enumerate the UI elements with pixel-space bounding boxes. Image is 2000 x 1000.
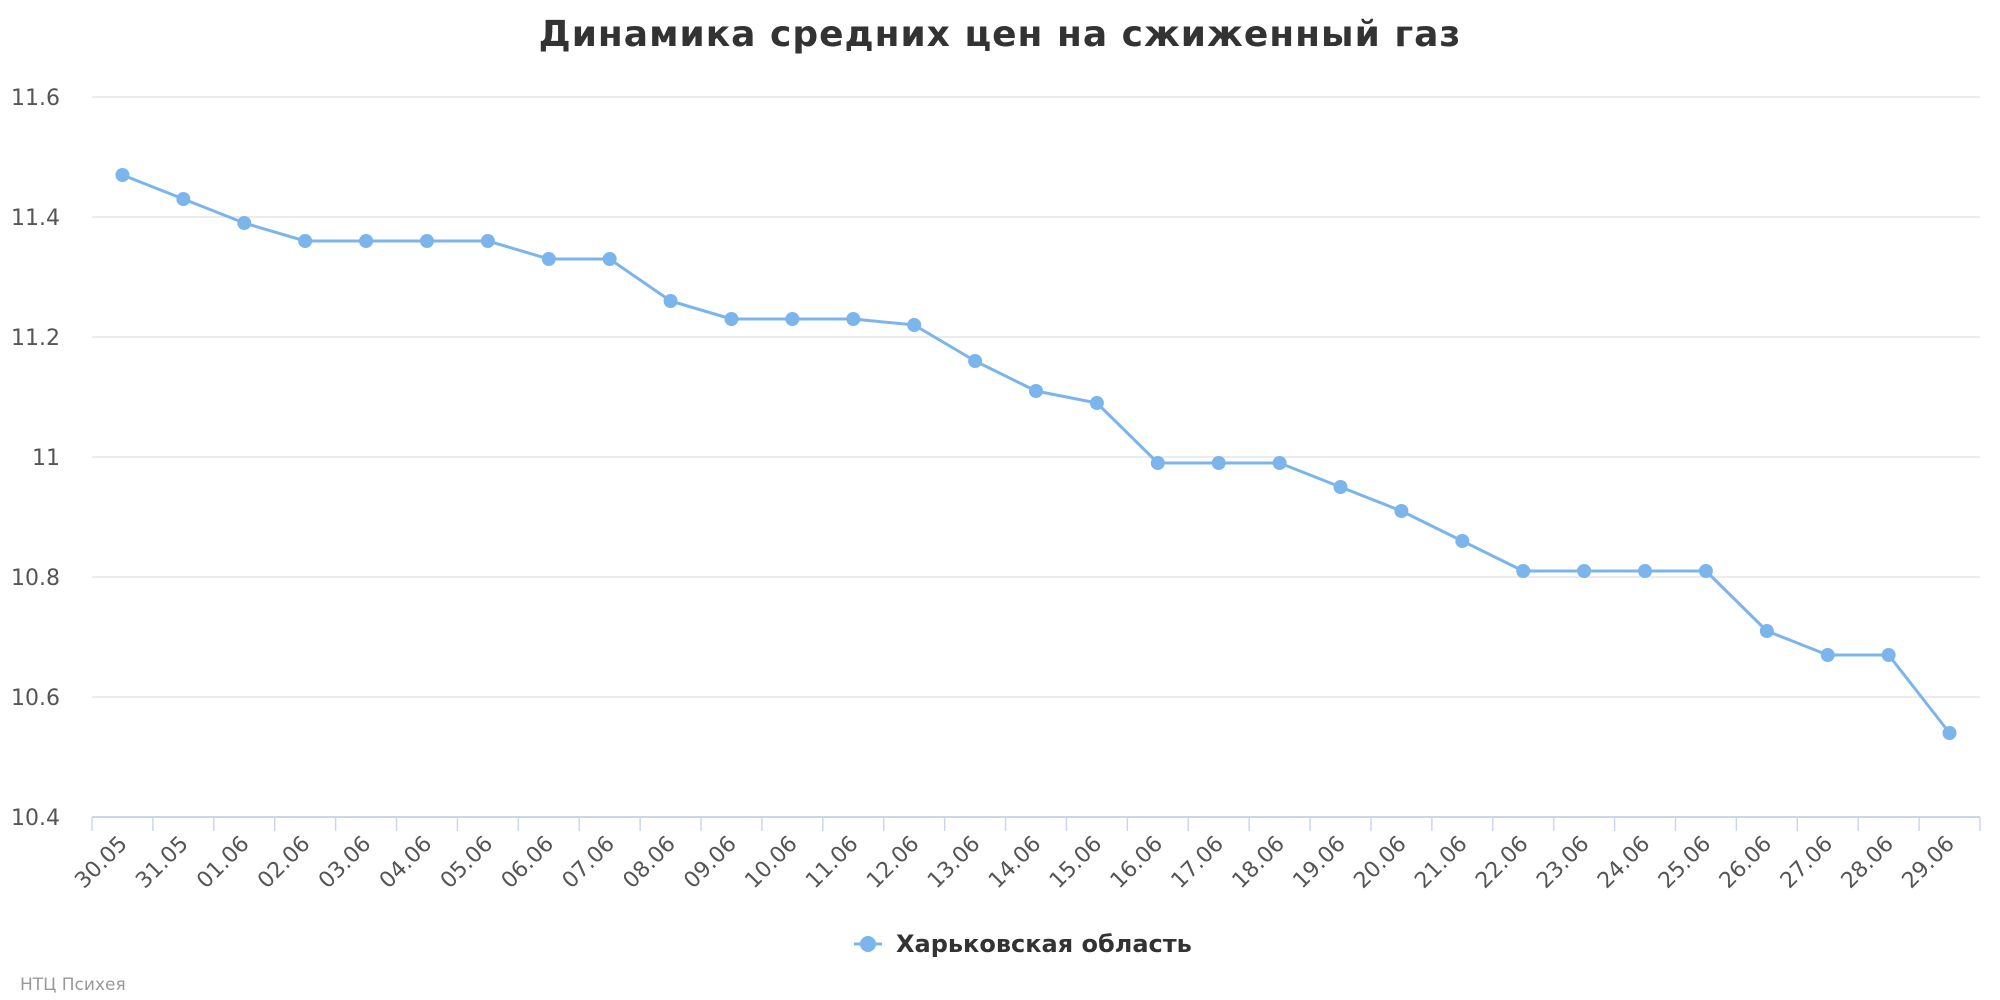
data-point[interactable]: [480, 234, 495, 248]
data-point[interactable]: [1942, 726, 1957, 740]
x-tick-label: 12.06: [862, 832, 924, 894]
data-point[interactable]: [1516, 564, 1531, 578]
y-tick-label: 11.6: [11, 86, 60, 111]
legend[interactable]: Харьковская область: [854, 930, 1192, 958]
x-tick-label: 16.06: [1106, 832, 1168, 894]
data-point[interactable]: [359, 234, 374, 248]
data-point[interactable]: [846, 312, 861, 326]
x-tick-label: 14.06: [984, 832, 1046, 894]
data-point[interactable]: [1394, 504, 1409, 518]
x-tick-label: 28.06: [1837, 832, 1899, 894]
data-point[interactable]: [541, 252, 556, 266]
credit-text[interactable]: НТЦ Психея: [20, 975, 126, 995]
data-point[interactable]: [298, 234, 313, 248]
data-point[interactable]: [1089, 396, 1104, 410]
data-point[interactable]: [1881, 648, 1896, 662]
x-tick-label: 09.06: [680, 832, 742, 894]
x-tick-label: 07.06: [558, 832, 620, 894]
x-tick-label: 31.05: [131, 832, 193, 894]
y-tick-label: 10.8: [11, 566, 60, 591]
y-tick-label: 10.6: [11, 686, 60, 711]
x-axis: 30.0531.0501.0602.0603.0604.0605.0606.06…: [70, 816, 1981, 894]
data-point[interactable]: [1698, 564, 1713, 578]
x-tick-label: 13.06: [923, 832, 985, 894]
data-point[interactable]: [419, 234, 434, 248]
x-tick-label: 30.05: [70, 832, 132, 894]
series-line[interactable]: [120, 173, 1952, 735]
x-tick-label: 24.06: [1593, 832, 1655, 894]
legend-label[interactable]: Харьковская область: [896, 930, 1192, 958]
x-tick-label: 25.06: [1654, 832, 1716, 894]
series-layer: [115, 168, 1957, 740]
y-tick-label: 11: [32, 446, 60, 471]
x-tick-label: 22.06: [1471, 832, 1533, 894]
data-point[interactable]: [1577, 564, 1592, 578]
data-point[interactable]: [176, 192, 191, 206]
data-point[interactable]: [1272, 456, 1287, 470]
x-tick-label: 08.06: [619, 832, 681, 894]
data-point[interactable]: [785, 312, 800, 326]
legend-marker-symbol: [860, 936, 876, 952]
x-tick-label: 17.06: [1167, 832, 1229, 894]
x-tick-label: 15.06: [1045, 832, 1107, 894]
data-point[interactable]: [602, 252, 617, 266]
y-tick-label: 10.4: [11, 806, 60, 831]
x-tick-label: 05.06: [436, 832, 498, 894]
data-point[interactable]: [1333, 480, 1348, 494]
data-point[interactable]: [663, 294, 678, 308]
data-point[interactable]: [1150, 456, 1165, 470]
data-point[interactable]: [1638, 564, 1653, 578]
data-point[interactable]: [1820, 648, 1835, 662]
y-tick-label: 11.2: [11, 326, 60, 351]
data-point[interactable]: [1211, 456, 1226, 470]
data-point[interactable]: [724, 312, 739, 326]
x-tick-label: 06.06: [497, 832, 559, 894]
x-tick-label: 11.06: [801, 832, 863, 894]
data-point[interactable]: [1759, 624, 1774, 638]
data-point[interactable]: [1455, 534, 1470, 548]
x-tick-label: 20.06: [1349, 832, 1411, 894]
x-tick-label: 29.06: [1898, 832, 1960, 894]
x-tick-label: 26.06: [1715, 832, 1777, 894]
x-tick-label: 27.06: [1776, 832, 1838, 894]
grid-layer: [92, 96, 1980, 698]
chart-title: Динамика средних цен на сжиженный газ: [539, 14, 1462, 55]
x-tick-label: 10.06: [740, 832, 802, 894]
data-point[interactable]: [115, 168, 130, 182]
x-tick-label: 19.06: [1289, 832, 1351, 894]
x-tick-label: 04.06: [375, 832, 437, 894]
data-point[interactable]: [237, 216, 252, 230]
data-point[interactable]: [907, 318, 922, 332]
x-tick-label: 18.06: [1228, 832, 1290, 894]
x-tick-label: 01.06: [192, 832, 254, 894]
x-tick-label: 02.06: [253, 832, 315, 894]
y-tick-label: 11.4: [11, 206, 60, 231]
x-tick-label: 21.06: [1410, 832, 1472, 894]
x-tick-label: 23.06: [1532, 832, 1594, 894]
y-axis: 10.4 10.6 10.8 11 11.2 11.4 11.6: [11, 86, 60, 831]
data-point[interactable]: [968, 354, 983, 368]
x-tick-label: 03.06: [314, 832, 376, 894]
data-point[interactable]: [1029, 384, 1043, 398]
